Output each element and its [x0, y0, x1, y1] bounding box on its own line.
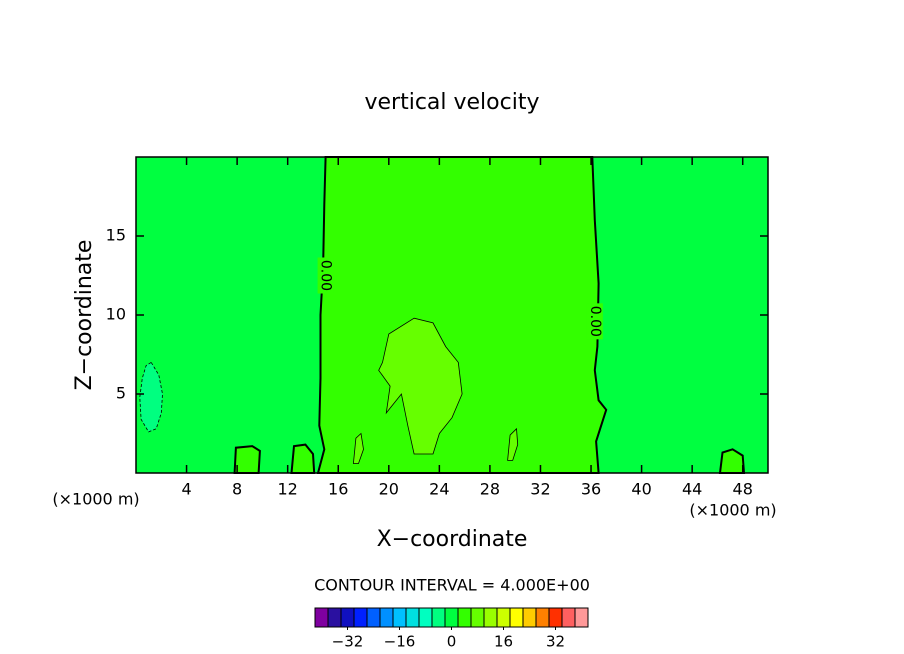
x-tick-label: 20 — [379, 480, 399, 499]
y-axis-label: Z−coordinate — [72, 240, 97, 391]
colorbar-cell — [340, 607, 355, 628]
colorbar-cell — [444, 607, 459, 628]
x-tick-label: 36 — [581, 480, 601, 499]
y-tick-label: 10 — [106, 305, 126, 324]
x-tick-label: 32 — [530, 480, 550, 499]
colorbar-cell — [314, 607, 329, 628]
contour-region — [139, 361, 163, 433]
colorbar-tick-label: −16 — [384, 633, 416, 651]
chart-title: vertical velocity — [364, 90, 539, 115]
contour-label-bg — [317, 257, 334, 294]
x-tick-label: 48 — [733, 480, 753, 499]
colorbar-cell — [392, 607, 407, 628]
colorbar-cell — [483, 607, 498, 628]
contour-label-bg — [586, 303, 603, 340]
contour-region — [352, 432, 364, 464]
colorbar-cell — [327, 607, 342, 628]
colorbar-caption: CONTOUR INTERVAL = 4.000E+00 — [314, 576, 590, 595]
x-tick-label: 28 — [480, 480, 500, 499]
colorbar-cell — [548, 607, 563, 628]
colorbar-tick-label: 0 — [447, 633, 457, 651]
y-tick-label: 15 — [106, 226, 126, 245]
x-tick-label: 44 — [682, 480, 702, 499]
colorbar-cell — [509, 607, 524, 628]
colorbar-cell — [405, 607, 420, 628]
x-axis-label: X−coordinate — [377, 527, 528, 552]
contour-label: 0.00 — [587, 306, 603, 337]
x-tick-label: 24 — [429, 480, 449, 499]
x-tick-label: 4 — [181, 480, 191, 499]
colorbar-cell — [418, 607, 433, 628]
colorbar-cell — [574, 607, 589, 628]
colorbar-cell — [561, 607, 576, 628]
colorbar-cell — [535, 607, 550, 628]
colorbar-cell — [431, 607, 446, 628]
contour-region — [507, 427, 519, 461]
colorbar-tick-label: 16 — [494, 633, 513, 651]
colorbar-cell — [496, 607, 511, 628]
x-tick-label: 12 — [278, 480, 298, 499]
colorbar-cell — [366, 607, 381, 628]
colorbar-cell — [379, 607, 394, 628]
y-tick-label: 5 — [116, 384, 126, 403]
contour-label: 0.00 — [318, 260, 334, 291]
x-tick-label: 40 — [631, 480, 651, 499]
colorbar-tick-label: −32 — [332, 633, 364, 651]
contour-region — [378, 317, 463, 455]
colorbar-cell — [457, 607, 472, 628]
colorbar-cell — [470, 607, 485, 628]
colorbar-cell — [353, 607, 368, 628]
contour-region — [316, 156, 608, 474]
x-tick-label: 8 — [232, 480, 242, 499]
x-tick-label: 16 — [328, 480, 348, 499]
colorbar-tick-label: 32 — [546, 633, 565, 651]
contour-region — [233, 445, 261, 474]
colorbar-cell — [522, 607, 537, 628]
y-unit: (×1000 m) — [52, 490, 139, 509]
x-unit: (×1000 m) — [689, 501, 776, 520]
